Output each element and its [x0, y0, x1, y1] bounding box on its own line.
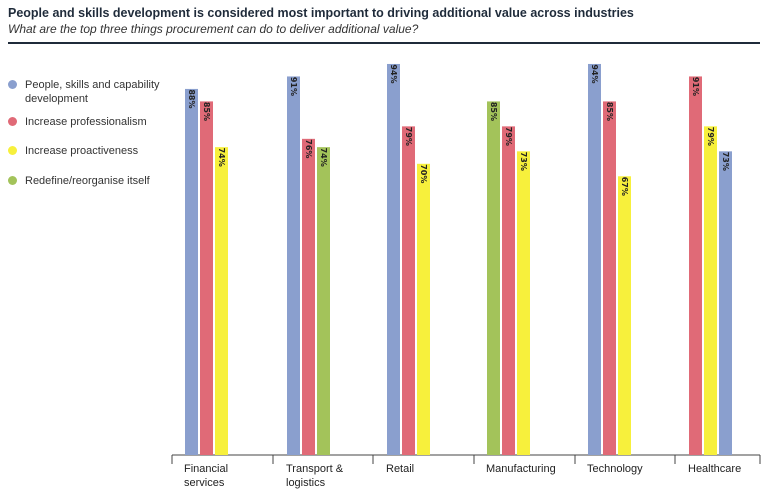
bar-value-label: 73% [721, 152, 730, 171]
bar-value-label: 79% [504, 127, 513, 146]
bar-value-label: 74% [319, 148, 328, 167]
bar [215, 147, 228, 455]
bar-value-label: 79% [706, 127, 715, 146]
bar [487, 101, 500, 456]
bar-value-label: 79% [404, 127, 413, 146]
bar [689, 76, 702, 455]
category-label: Healthcare [688, 463, 741, 475]
bar [502, 126, 515, 456]
bar [317, 147, 330, 455]
bar-value-label: 74% [217, 148, 226, 167]
legend-label: Increase professionalism [25, 116, 147, 128]
bar [603, 101, 616, 456]
bar [417, 163, 430, 456]
bar-value-label: 94% [389, 64, 398, 83]
bar [719, 151, 732, 455]
bar [387, 63, 400, 456]
bar [200, 101, 213, 456]
legend-label: Increase proactiveness [25, 145, 139, 157]
bar [704, 126, 717, 456]
category-label: Retail [386, 463, 414, 475]
legend-label: People, skills and capability developmen… [25, 79, 160, 105]
bar-value-label: 85% [489, 102, 498, 121]
bar-value-label: 70% [419, 164, 428, 183]
category-label: Financial [184, 463, 228, 475]
bar-value-label: 73% [519, 152, 528, 171]
category-label: Technology [587, 463, 643, 475]
bar [287, 76, 300, 455]
bar-value-label: 88% [187, 89, 196, 108]
bar [185, 88, 198, 456]
title-divider [8, 42, 760, 44]
bar [402, 126, 415, 456]
legend-item-people-skills: People, skills and capability developmen… [8, 78, 165, 106]
chart-subtitle: What are the top three things procuremen… [8, 22, 419, 36]
bar [618, 176, 631, 455]
legend-item-professionalism: Increase professionalism [8, 115, 147, 129]
category-label: services [184, 477, 225, 489]
bar-value-label: 91% [691, 77, 700, 96]
bar-value-label: 76% [304, 139, 313, 158]
bar-value-label: 91% [289, 77, 298, 96]
legend-swatch [8, 176, 17, 185]
bar [302, 138, 315, 455]
chart-title: People and skills development is conside… [8, 6, 634, 20]
bar-value-label: 85% [202, 102, 211, 121]
legend-label: Redefine/reorganise itself [25, 175, 150, 187]
legend-item-proactiveness: Increase proactiveness [8, 144, 138, 158]
legend-swatch [8, 117, 17, 126]
legend-swatch [8, 80, 17, 89]
category-label: Manufacturing [486, 463, 556, 475]
bar [588, 63, 601, 456]
bar-value-label: 67% [620, 177, 629, 196]
category-label: logistics [286, 477, 326, 489]
legend-swatch [8, 146, 17, 155]
bar-value-label: 94% [590, 64, 599, 83]
bar [517, 151, 530, 455]
legend-item-redefine: Redefine/reorganise itself [8, 174, 150, 188]
bar-value-label: 85% [605, 102, 614, 121]
category-label: Transport & [286, 463, 344, 475]
